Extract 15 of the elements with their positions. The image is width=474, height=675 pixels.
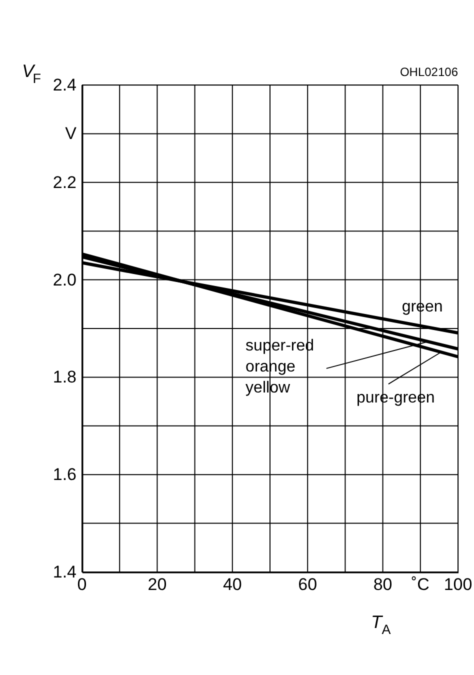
y-tick-label: 2.4 [52,76,76,94]
y-tick-label: 1.6 [52,465,76,484]
y-tick-label: 1.8 [52,368,76,387]
x-tick-label: 20 [148,575,167,594]
x-tick-label: 0 [77,575,87,594]
y-tick-label: 2.0 [52,270,76,290]
y-tick-label: V [65,124,78,144]
x-tick-label: ˚C [411,575,430,594]
x-tick-label: 100 [444,575,472,594]
x-tick-label: 40 [222,575,242,594]
y-tick-label: 1.4 [52,562,76,582]
text: OHL02106 [400,65,458,79]
x-tick-label: 60 [298,575,318,594]
x-tick-label: 80 [373,575,392,594]
y-tick-label: 2.2 [52,172,76,192]
